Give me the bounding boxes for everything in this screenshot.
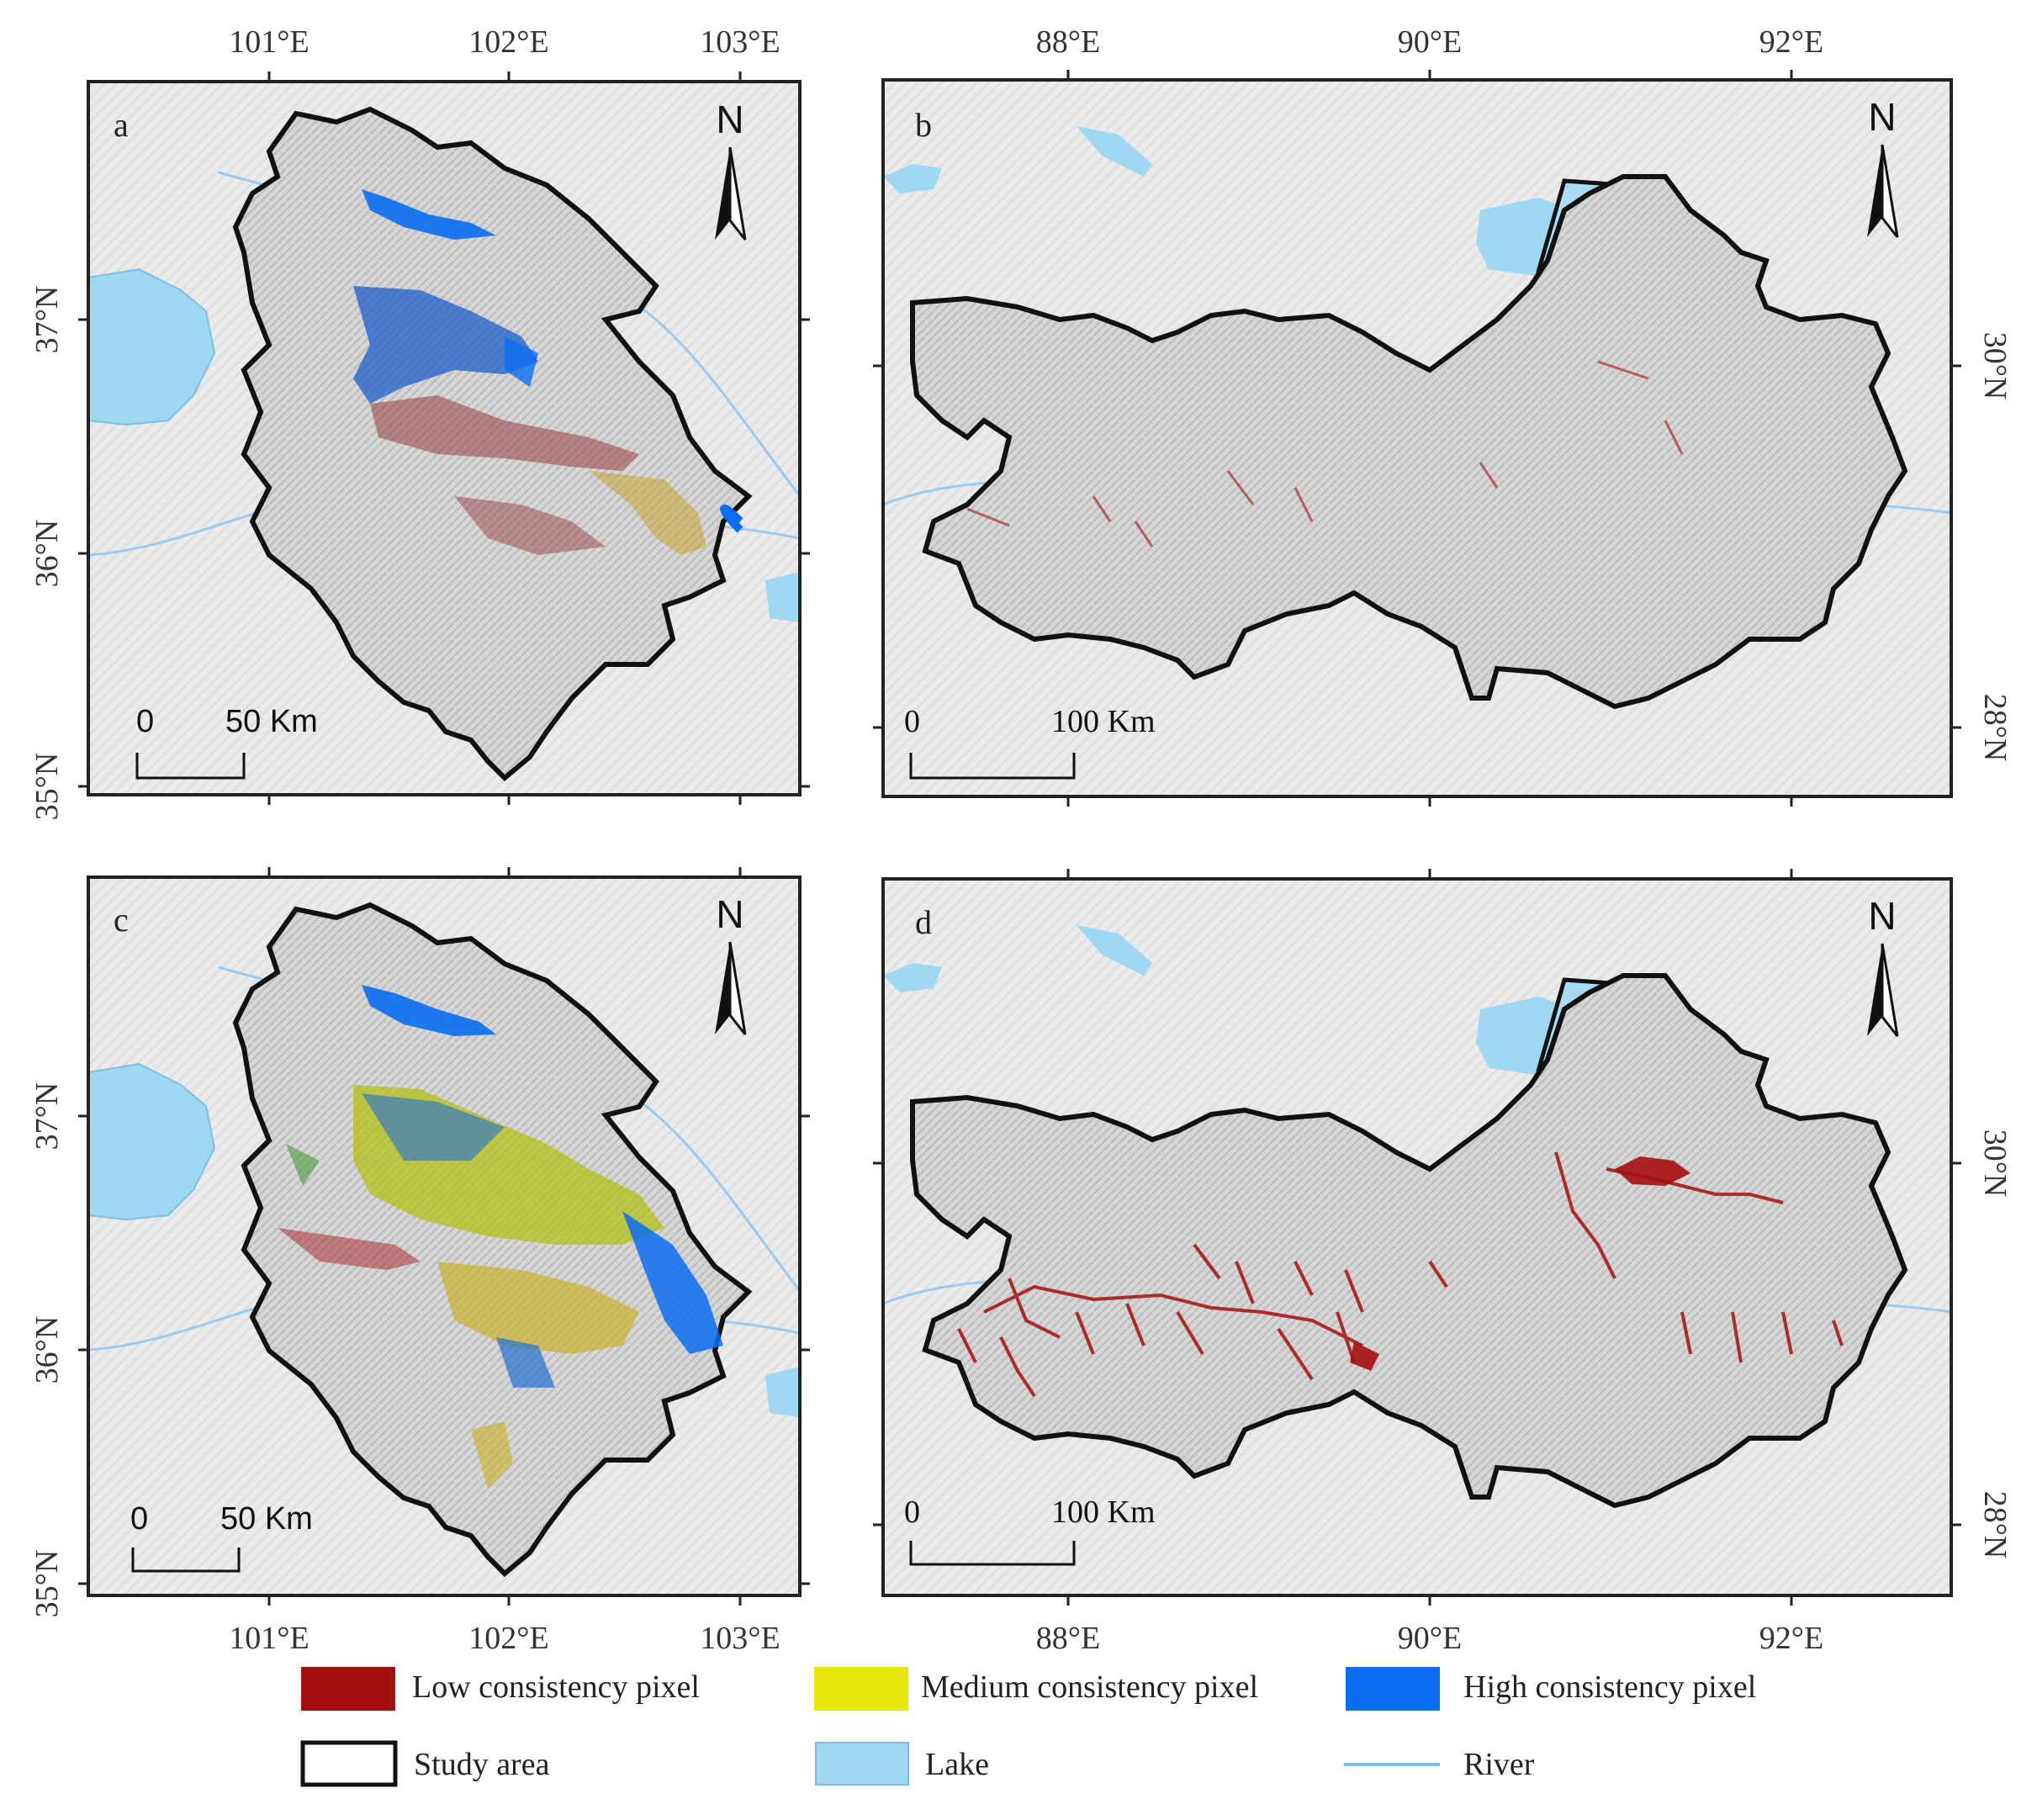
panel-c-frame <box>87 876 802 1597</box>
panel-a-frame <box>87 80 802 796</box>
study-area-c <box>232 902 753 1578</box>
legend-label: Medium consistency pixel <box>921 1669 1258 1705</box>
svg-text:50 Km: 50 Km <box>220 1501 313 1537</box>
legend-swatch-lake <box>815 1742 909 1786</box>
lake <box>88 267 216 426</box>
study-area-b <box>910 174 1908 710</box>
legend-swatch-study-area <box>300 1740 398 1787</box>
legend-item-lake: Lake <box>815 1742 989 1786</box>
svg-text:N: N <box>716 98 743 141</box>
lake <box>1077 925 1152 976</box>
panel-b: b N 0 100 Km <box>881 78 1953 798</box>
legend-label: High consistency pixel <box>1463 1669 1756 1705</box>
lat-label: 30°N <box>1977 332 2013 400</box>
lake <box>88 1062 216 1221</box>
panel-c: c N 0 50 Km <box>87 876 802 1597</box>
panel-d: d N 0 100 Km <box>881 877 1953 1597</box>
lon-label: 88°E <box>1036 24 1100 60</box>
legend-item-study-area: Study area <box>300 1740 550 1787</box>
lon-label: 88°E <box>1036 1621 1100 1656</box>
lon-label: 90°E <box>1398 24 1462 60</box>
lake <box>883 963 942 992</box>
legend-item-river: River <box>1344 1747 1535 1782</box>
svg-text:0: 0 <box>130 1501 148 1537</box>
svg-text:100 Km: 100 Km <box>1051 704 1156 739</box>
panel-a: a N 0 50 Km <box>87 80 802 796</box>
north-arrow: N <box>1867 894 1899 1037</box>
lat-label: 36°N <box>29 1316 65 1384</box>
lake <box>883 164 942 193</box>
north-arrow: N <box>715 98 747 241</box>
lat-label: 30°N <box>1977 1130 2013 1198</box>
legend-swatch-medium <box>814 1667 908 1711</box>
north-arrow: N <box>1867 95 1899 238</box>
axis-labels: 101°E 102°E 103°E 101°E 102°E 103°E 88°E… <box>29 24 2013 1656</box>
legend-item-low: Low consistency pixel <box>301 1667 700 1711</box>
lat-label: 35°N <box>29 753 65 821</box>
lat-label: 35°N <box>29 1550 65 1618</box>
legend-label: Lake <box>925 1747 989 1782</box>
legend-swatch-high <box>1346 1667 1440 1711</box>
panel-d-frame <box>881 877 1953 1597</box>
lon-label: 101°E <box>229 1621 309 1656</box>
study-area-d <box>910 973 1908 1509</box>
north-arrow: N <box>715 892 747 1035</box>
lat-label: 28°N <box>1977 1491 2013 1559</box>
panel-c-letter: c <box>114 901 129 939</box>
svg-text:0: 0 <box>904 1495 920 1530</box>
lake <box>765 1367 800 1417</box>
svg-text:0: 0 <box>904 704 920 739</box>
legend-item-high: High consistency pixel <box>1346 1667 1756 1711</box>
svg-text:N: N <box>1868 95 1896 139</box>
study-area-a <box>232 106 753 782</box>
lon-label: 103°E <box>700 24 780 60</box>
lon-label: 90°E <box>1398 1621 1462 1656</box>
legend-label: Low consistency pixel <box>412 1669 700 1705</box>
panel-b-frame <box>881 78 1953 798</box>
scale-bar: 0 50 Km <box>130 1501 313 1573</box>
svg-text:N: N <box>1868 894 1896 938</box>
legend-swatch-low <box>301 1667 395 1711</box>
legend-item-medium: Medium consistency pixel <box>814 1667 1258 1711</box>
legend: Low consistency pixel Medium consistency… <box>300 1667 1756 1787</box>
legend-label: River <box>1463 1747 1535 1782</box>
svg-text:N: N <box>716 892 743 936</box>
tick-marks <box>78 70 1961 1606</box>
panel-b-letter: b <box>915 106 932 144</box>
lat-label: 37°N <box>29 1082 65 1151</box>
lake <box>765 572 800 622</box>
svg-text:0: 0 <box>136 704 154 739</box>
lon-label: 103°E <box>700 1621 780 1656</box>
scale-bar: 0 100 Km <box>904 704 1156 780</box>
legend-label: Study area <box>414 1747 550 1782</box>
lon-label: 102°E <box>468 24 548 60</box>
lat-label: 37°N <box>29 286 65 354</box>
lon-label: 92°E <box>1759 24 1823 60</box>
svg-text:50 Km: 50 Km <box>225 704 318 739</box>
lat-label: 28°N <box>1977 694 2013 762</box>
lon-label: 102°E <box>468 1621 548 1656</box>
scale-bar: 0 100 Km <box>904 1495 1156 1566</box>
panel-d-letter: d <box>915 903 932 941</box>
lon-label: 92°E <box>1759 1621 1823 1656</box>
lon-label: 101°E <box>229 24 309 60</box>
lake <box>1077 126 1152 177</box>
panel-a-letter: a <box>114 106 129 144</box>
svg-text:100 Km: 100 Km <box>1051 1495 1156 1530</box>
scale-bar: 0 50 Km <box>135 704 318 780</box>
lat-label: 36°N <box>29 520 65 588</box>
